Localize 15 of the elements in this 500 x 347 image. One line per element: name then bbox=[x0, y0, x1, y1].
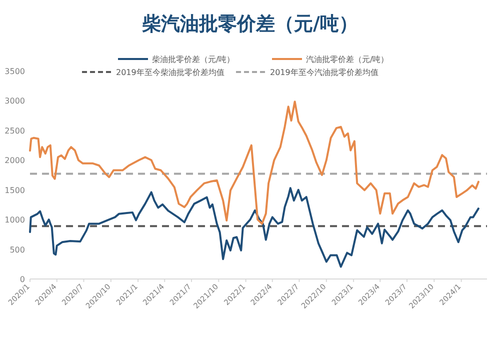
legend-label: 2019年至今汽油批零价差均值 bbox=[270, 68, 378, 77]
legend-label: 2019年至今柴油批零价差均值 bbox=[116, 68, 224, 77]
chart-title: 柴汽油批零价差（元/吨） bbox=[141, 13, 358, 35]
y-tick-label: 500 bbox=[10, 245, 25, 254]
legend-label: 汽油批零价差（元/吨） bbox=[306, 55, 389, 64]
y-tick-label: 1500 bbox=[4, 186, 25, 195]
line-series bbox=[29, 187, 480, 268]
y-tick-label: 3500 bbox=[4, 67, 25, 76]
y-tick-label: 2000 bbox=[4, 156, 25, 166]
y-tick-label: 0 bbox=[20, 275, 25, 284]
line-series bbox=[29, 100, 480, 225]
legend-label: 柴油批零价差（元/吨） bbox=[152, 55, 235, 64]
y-tick-label: 2500 bbox=[4, 126, 25, 136]
y-tick-label: 1000 bbox=[4, 216, 25, 225]
y-tick-label: 3000 bbox=[4, 96, 25, 106]
